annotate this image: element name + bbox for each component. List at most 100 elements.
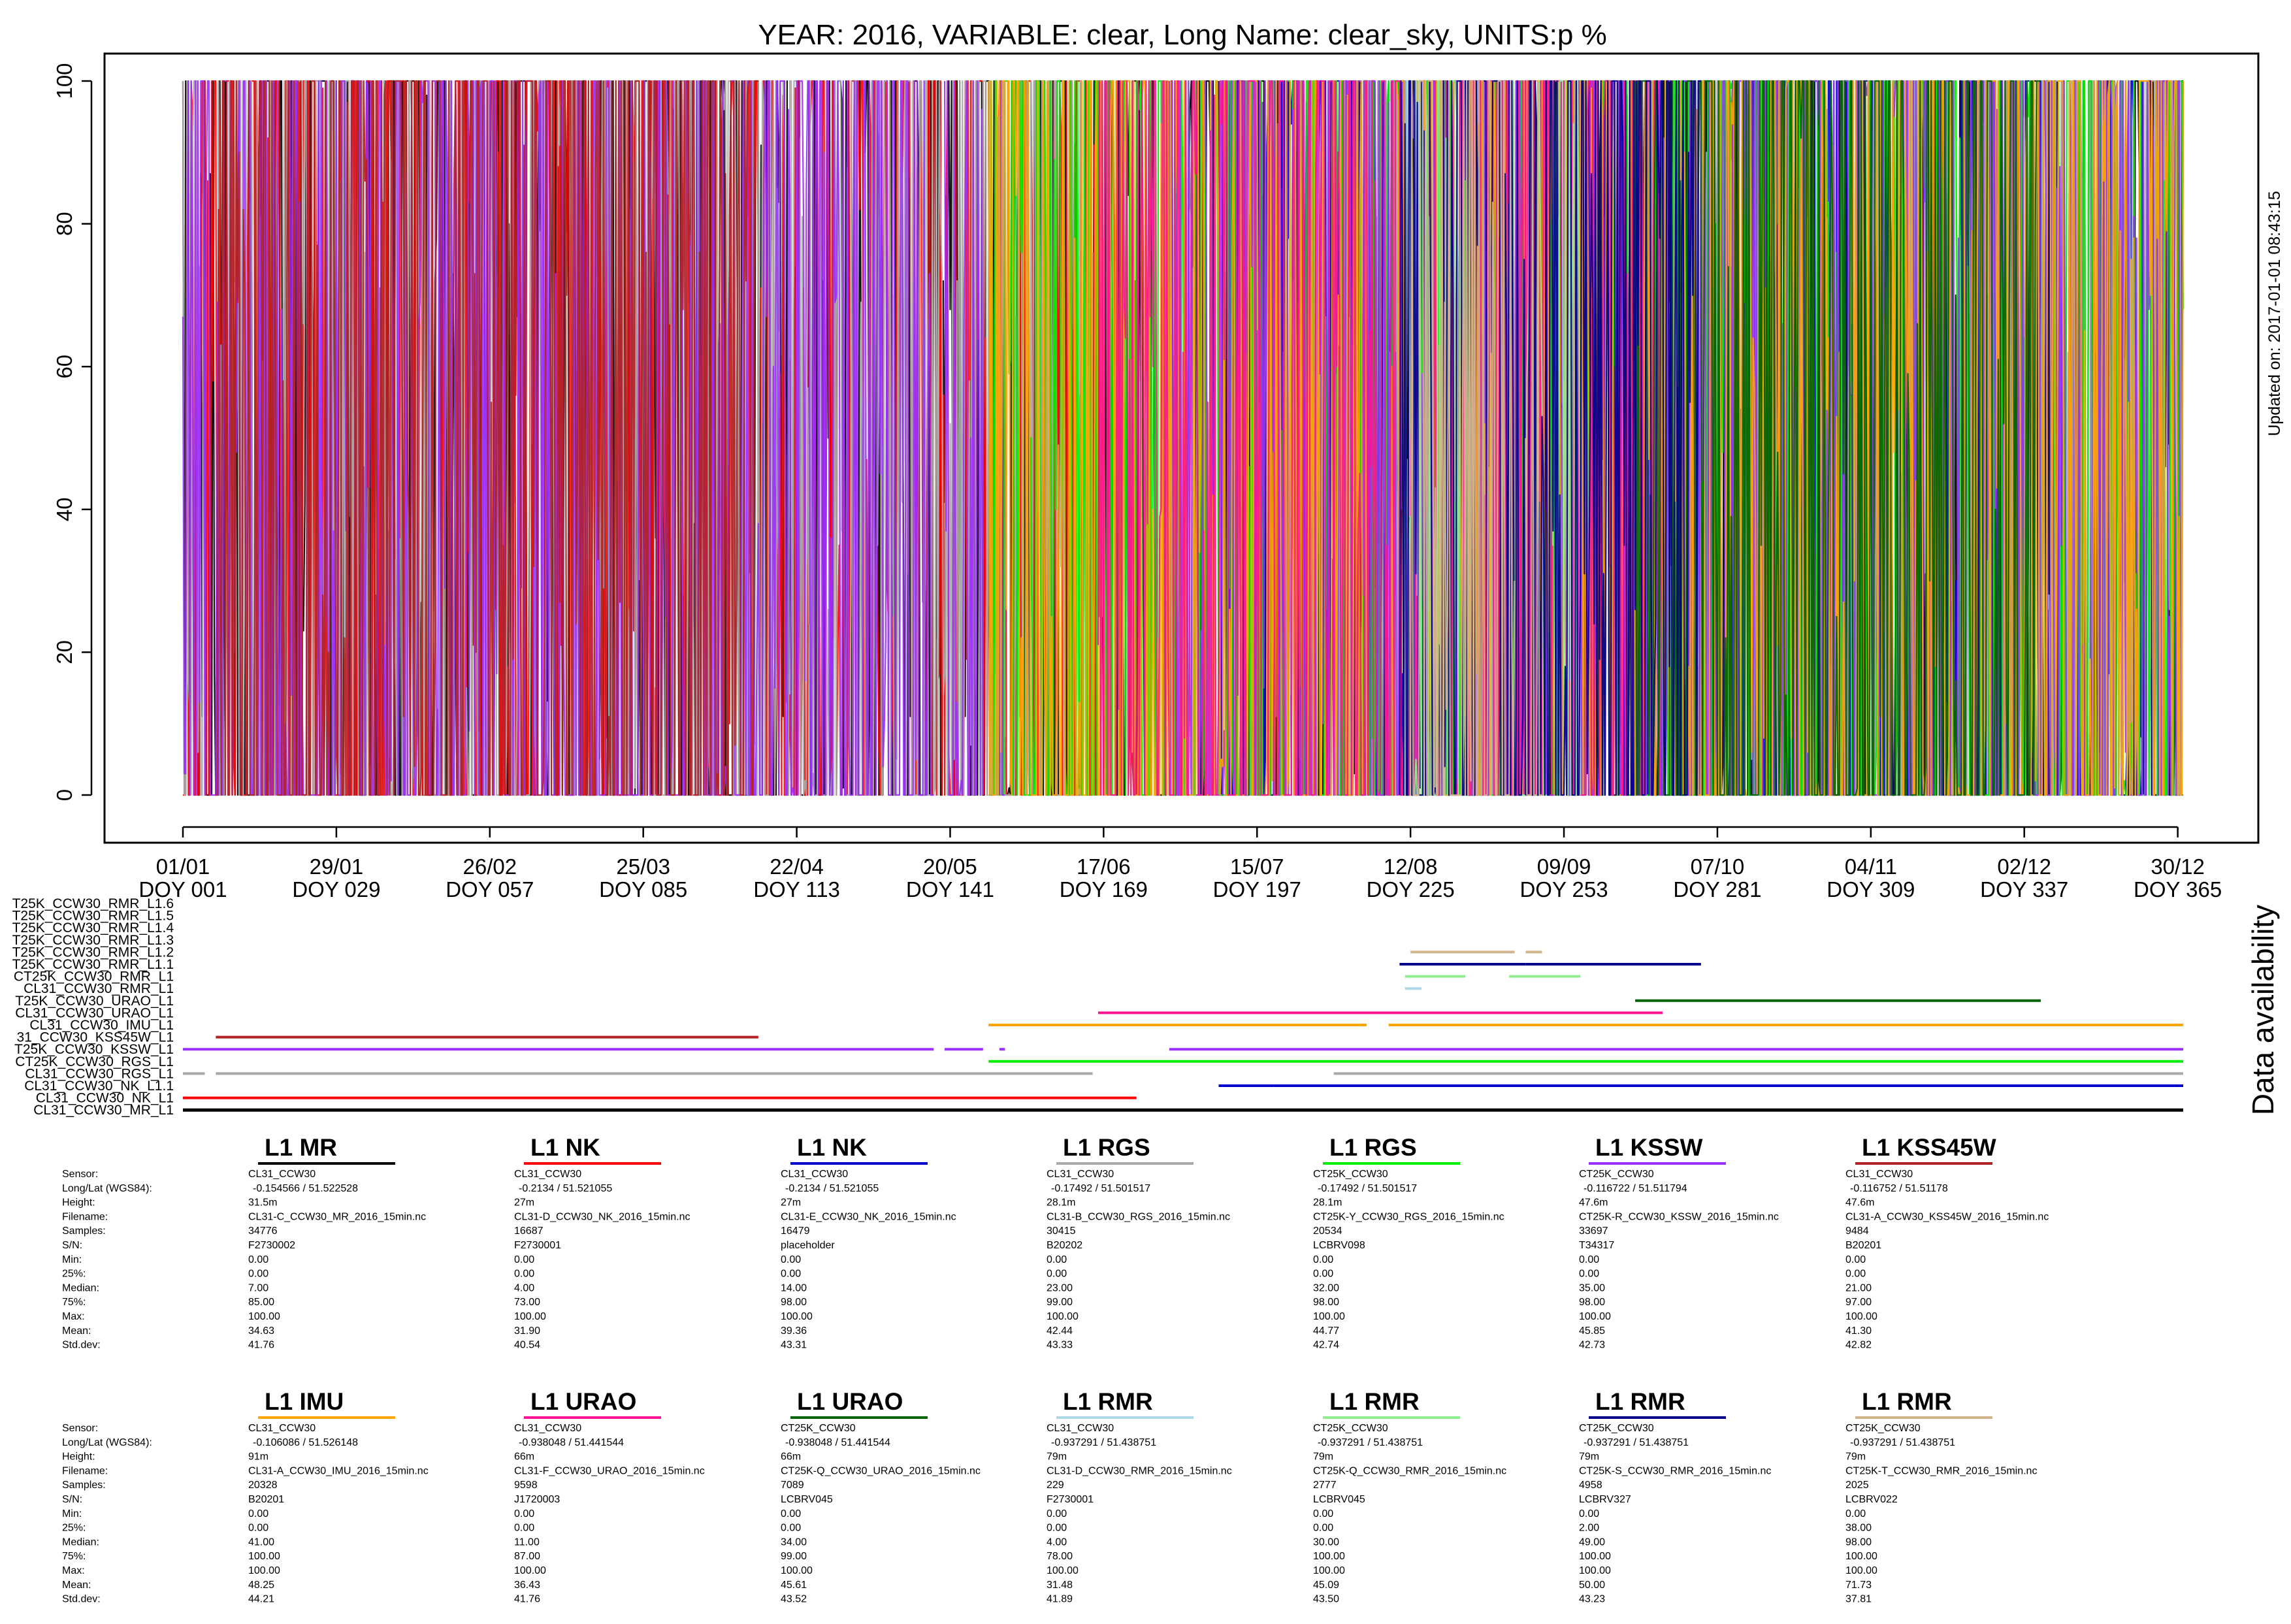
stats-value: 0.00	[248, 1269, 268, 1280]
stats-value: 37.81	[1845, 1594, 1872, 1605]
stats-value: 42.44	[1047, 1325, 1073, 1337]
stats-value: 100.00	[1047, 1565, 1079, 1576]
stats-value: 45.09	[1313, 1580, 1339, 1591]
x-tick-label-doy: DOY 281	[1673, 877, 1761, 901]
stats-value: 45.61	[781, 1580, 807, 1591]
stats-value: 99.00	[781, 1551, 807, 1562]
availability-row-label: T25K_CCW30_RMR_L1.4	[12, 920, 174, 935]
stats-value: 34.63	[248, 1325, 274, 1337]
stats-key: S/N:	[62, 1494, 82, 1505]
stats-value: 20534	[1313, 1226, 1342, 1237]
stats-key: S/N:	[62, 1240, 82, 1251]
stats-value: 73.00	[514, 1297, 540, 1308]
stats-value: 85.00	[248, 1297, 274, 1308]
stats-panel: L1 MR Sensor: Long/Lat (WGS84): Height: File…	[62, 1134, 2049, 1605]
x-tick-label-date: 07/10	[1691, 854, 1745, 879]
stats-value: 42.73	[1579, 1340, 1605, 1351]
stats-value: 100.00	[1047, 1311, 1079, 1322]
x-tick-label-date: 17/06	[1077, 854, 1131, 879]
stats-value: 0.00	[1313, 1269, 1333, 1280]
stats-value: 0.00	[1579, 1269, 1599, 1280]
stats-value: LCBRV098	[1313, 1240, 1365, 1251]
stats-key: Mean:	[62, 1325, 91, 1337]
stats-key: Long/Lat (WGS84):	[62, 1183, 152, 1194]
updated-timestamp: Updated on: 2017-01-01 08:43:15	[2266, 191, 2284, 436]
stats-value: 43.31	[781, 1340, 807, 1351]
x-tick-label-doy: DOY 225	[1367, 877, 1455, 901]
availability-row-label: T25K_CCW30_RMR_L1.3	[12, 933, 174, 948]
stats-value: 27m	[514, 1197, 534, 1209]
plot-frame	[103, 52, 2260, 844]
availability-row-label: T25K_CCW30_RMR_L1.6	[12, 896, 174, 911]
availability-row-label: CL31_CCW30_NK_L1	[36, 1091, 174, 1106]
stats-value: 0.00	[1579, 1508, 1599, 1519]
stats-title: L1 RGS	[1329, 1134, 1417, 1161]
stats-value: 0.00	[1047, 1508, 1067, 1519]
stats-value: LCBRV045	[781, 1494, 833, 1505]
stats-key: Sensor:	[62, 1169, 98, 1180]
stats-value: CL31-C_CCW30_MR_2016_15min.nc	[248, 1211, 426, 1222]
stats-value: 0.00	[514, 1508, 534, 1519]
x-tick-label-date: 26/02	[463, 854, 517, 879]
x-tick-label-date: 22/04	[770, 854, 824, 879]
stats-key: 75%:	[62, 1551, 86, 1562]
stats-value: -0.154566 / 51.522528	[253, 1183, 358, 1194]
stats-value: 41.76	[248, 1340, 274, 1351]
stats-key: Height:	[62, 1197, 95, 1209]
stats-value: B20201	[248, 1494, 284, 1505]
stats-title: L1 RGS	[1063, 1134, 1150, 1161]
stats-value: 4.00	[1047, 1536, 1067, 1548]
stats-value: 100.00	[1579, 1311, 1611, 1322]
stats-value: CT25K_CCW30	[1313, 1169, 1388, 1180]
chart-title: YEAR: 2016, VARIABLE: clear, Long Name: …	[758, 19, 1606, 51]
stats-value: 14.00	[781, 1282, 807, 1293]
data-traces	[182, 80, 2185, 796]
stats-value: CT25K-Q_CCW30_RMR_2016_15min.nc	[1313, 1465, 1506, 1476]
series-trace	[1634, 80, 2041, 796]
stats-value: 42.74	[1313, 1340, 1339, 1351]
y-tick-label: 80	[52, 212, 76, 236]
stats-value: CT25K_CCW30	[1579, 1423, 1654, 1434]
stats-value: 49.00	[1579, 1536, 1605, 1548]
stats-key: Samples:	[62, 1226, 106, 1237]
stats-value: 40.54	[514, 1340, 540, 1351]
stats-value: 0.00	[781, 1523, 801, 1534]
stats-value: 47.6m	[1579, 1197, 1608, 1209]
stats-value: 11.00	[514, 1536, 540, 1548]
stats-value: 79m	[1845, 1452, 1866, 1463]
series-trace	[944, 80, 984, 796]
stats-value: 98.00	[1845, 1536, 1872, 1548]
stats-value: 34776	[248, 1226, 278, 1237]
stats-value: 0.00	[1047, 1269, 1067, 1280]
x-tick-label-date: 04/11	[1845, 854, 1897, 879]
stats-value: 48.25	[248, 1580, 274, 1591]
stats-value: 79m	[1047, 1452, 1067, 1463]
stats-key: Min:	[62, 1254, 82, 1265]
stats-value: 2777	[1313, 1480, 1337, 1491]
x-tick-label-date: 29/01	[310, 854, 364, 879]
stats-value: CL31-D_CCW30_NK_2016_15min.nc	[514, 1211, 690, 1222]
stats-key: Min:	[62, 1508, 82, 1519]
stats-value: -0.116752 / 51.51178	[1850, 1183, 1948, 1194]
stats-value: CL31-E_CCW30_NK_2016_15min.nc	[781, 1211, 956, 1222]
stats-value: 100.00	[514, 1311, 546, 1322]
stats-value: CT25K-R_CCW30_KSSW_2016_15min.nc	[1579, 1211, 1779, 1222]
x-tick-label-doy: DOY 169	[1060, 877, 1148, 901]
availability-row-label: CL31_CCW30_RGS_L1	[25, 1066, 174, 1081]
stats-value: F2730001	[514, 1240, 561, 1251]
stats-value: CL31-F_CCW30_URAO_2016_15min.nc	[514, 1465, 705, 1476]
stats-value: CL31-B_CCW30_RGS_2016_15min.nc	[1047, 1211, 1230, 1222]
x-tick-label-doy: DOY 337	[1980, 877, 2068, 901]
stats-value: 28.1m	[1047, 1197, 1075, 1209]
stats-value: 0.00	[1845, 1508, 1866, 1519]
availability-row-label: CL31_CCW30_URAO_L1	[15, 1005, 174, 1020]
stats-value: -0.2134 / 51.521055	[785, 1183, 879, 1194]
stats-title: L1 RMR	[1329, 1388, 1420, 1415]
x-tick-label-doy: DOY 253	[1519, 877, 1608, 901]
availability-panel: T25K_CCW30_RMR_L1.6T25K_CCW30_RMR_L1.5T2…	[12, 896, 2183, 1118]
stats-value: 44.21	[248, 1594, 274, 1605]
y-tick-label: 20	[52, 640, 76, 664]
stats-value: 79m	[1313, 1452, 1333, 1463]
stats-value: 100.00	[1845, 1311, 1877, 1322]
